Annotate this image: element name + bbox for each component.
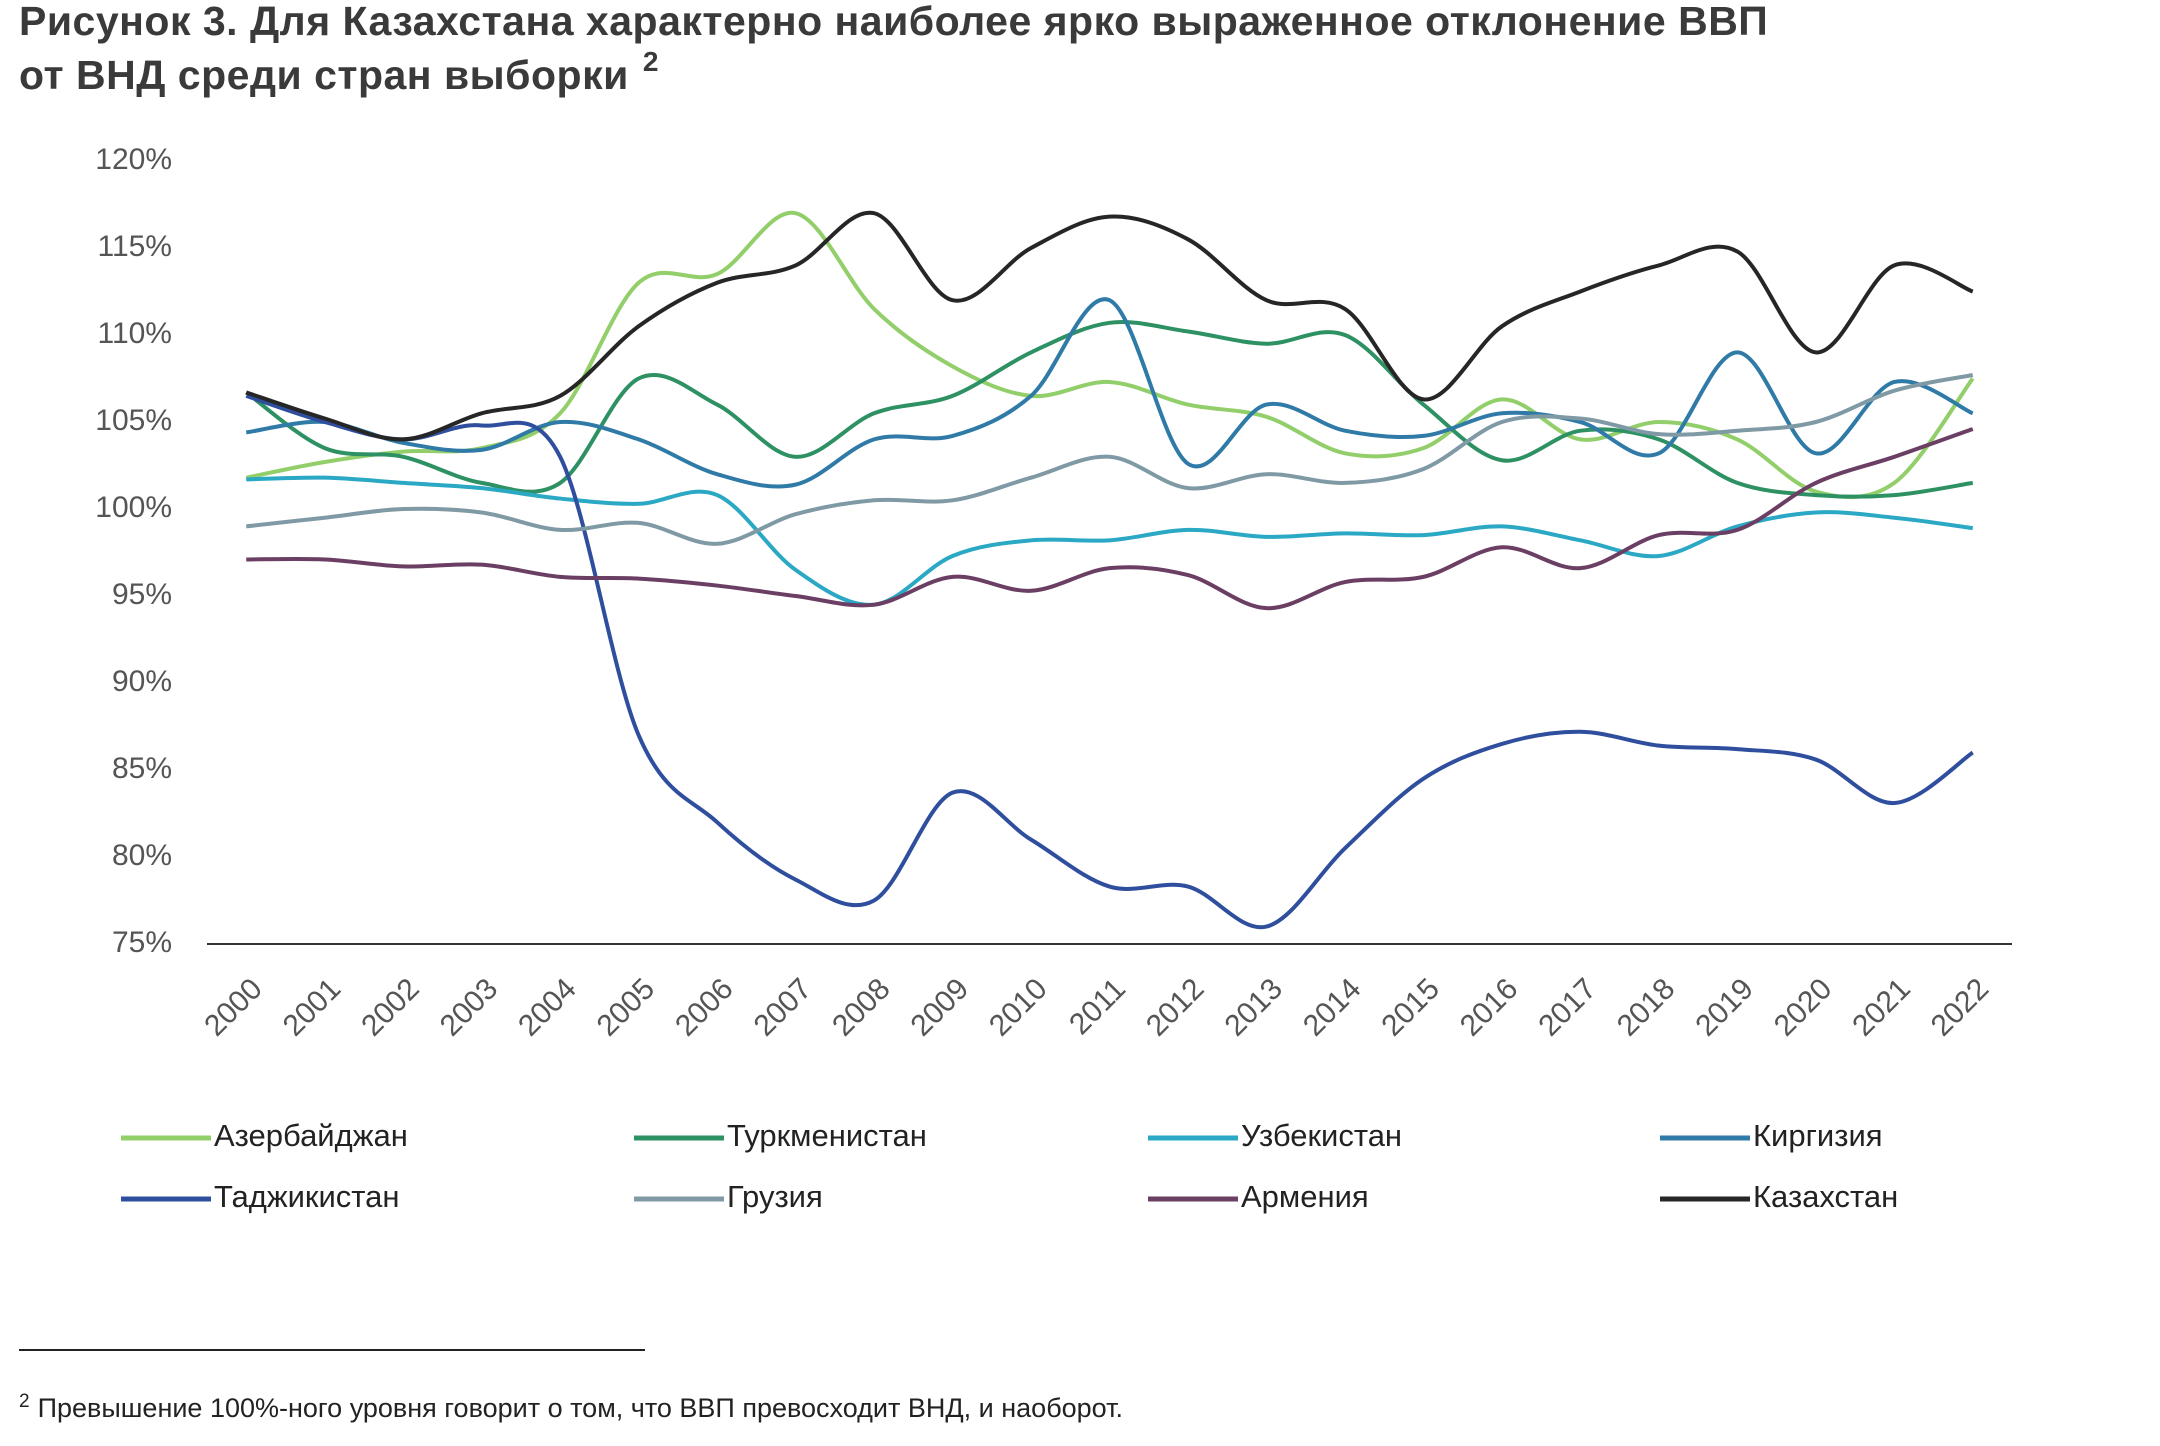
series-line: [245, 210, 1974, 442]
x-tick-label: 2018: [1611, 972, 1682, 1043]
x-tick-label: 2010: [983, 972, 1054, 1043]
legend-label: Таджикистан: [214, 1179, 400, 1214]
x-tick-label: 2002: [355, 972, 426, 1043]
footnote-marker: 2: [19, 1391, 30, 1412]
chart-title: от ВНД среди стран выборки 2: [19, 46, 659, 97]
x-tick-label: 2016: [1454, 972, 1525, 1043]
footnote-text: Превышение 100%-ного уровня говорит о то…: [38, 1393, 1123, 1423]
legend-label: Азербайджан: [214, 1118, 408, 1153]
y-tick-label: 110%: [97, 317, 172, 350]
x-tick-label: 2000: [198, 972, 269, 1043]
legend-label: Узбекистан: [1241, 1118, 1402, 1153]
x-tick-label: 2015: [1375, 972, 1446, 1043]
series-line: [245, 297, 1974, 489]
chart-title: Рисунок 3. Для Казахстана характерно наи…: [19, 0, 1768, 44]
x-tick-label: 2007: [748, 972, 819, 1043]
x-tick-label: 2014: [1297, 972, 1368, 1043]
x-tick-label: 2022: [1925, 972, 1996, 1043]
x-tick-label: 2017: [1532, 972, 1603, 1043]
y-tick-label: 120%: [95, 143, 172, 176]
y-tick-label: 95%: [112, 578, 172, 611]
title-note-marker: 2: [643, 46, 659, 77]
x-tick-label: 2006: [669, 972, 740, 1043]
x-tick-label: 2021: [1846, 972, 1917, 1043]
x-tick-label: 2004: [512, 972, 583, 1043]
y-tick-label: 80%: [112, 839, 172, 872]
y-tick-label: 90%: [112, 665, 172, 698]
x-tick-label: 2008: [826, 972, 897, 1043]
y-tick-label: 75%: [112, 926, 172, 959]
x-tick-label: 2003: [434, 972, 505, 1043]
series-line: [246, 475, 1974, 607]
legend-label: Грузия: [727, 1179, 823, 1214]
legend-label: Казахстан: [1753, 1179, 1898, 1214]
x-tick-label: 2019: [1689, 972, 1760, 1043]
y-tick-label: 100%: [95, 491, 172, 524]
series-line: [245, 320, 1974, 499]
y-tick-label: 115%: [97, 230, 172, 263]
y-tick-label: 105%: [95, 404, 172, 437]
x-tick-label: 2011: [1063, 972, 1132, 1041]
x-tick-label: 2012: [1140, 972, 1211, 1043]
title-text: от ВНД среди стран выборки: [19, 52, 629, 98]
y-tick-label: 85%: [112, 752, 172, 785]
legend-label: Армения: [1241, 1179, 1369, 1214]
footnote: 2 Превышение 100%-ного уровня говорит о т…: [19, 1391, 1123, 1423]
series-line: [246, 427, 1974, 611]
series-line: [245, 211, 1975, 500]
series-line: [245, 394, 1974, 930]
x-tick-label: 2005: [591, 972, 662, 1043]
x-tick-label: 2013: [1218, 972, 1289, 1043]
x-tick-label: 2001: [277, 972, 348, 1043]
legend-label: Киргизия: [1753, 1118, 1883, 1153]
x-tick-label: 2020: [1768, 972, 1839, 1043]
legend-label: Туркменистан: [727, 1118, 927, 1153]
x-tick-label: 2009: [905, 972, 976, 1043]
series-line: [246, 373, 1974, 546]
